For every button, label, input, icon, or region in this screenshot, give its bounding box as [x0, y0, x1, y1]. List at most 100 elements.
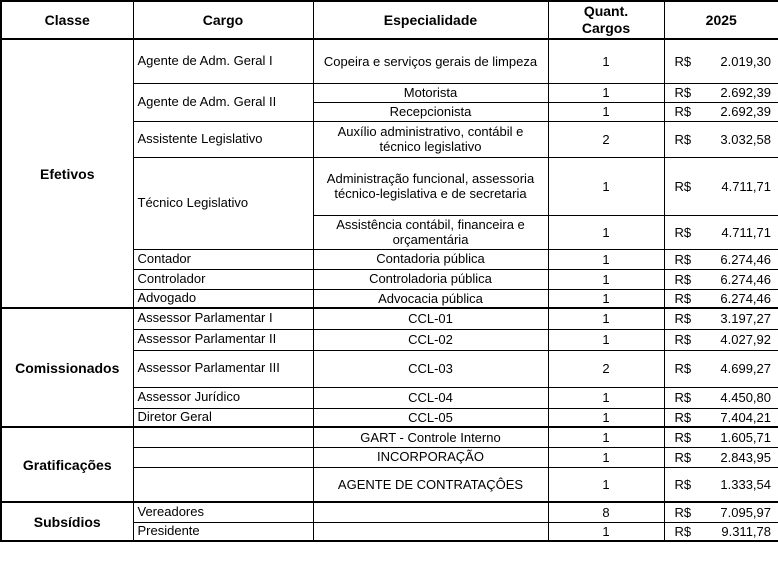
currency-value: 6.274,46 [720, 251, 771, 267]
cell-valor: R$ 3.032,58 [663, 120, 778, 158]
currency-symbol: R$ [674, 390, 692, 405]
cell-especialidade: Assistência contábil, financeira e orçam… [312, 214, 549, 250]
currency-value: 6.274,46 [720, 290, 771, 306]
currency-symbol: R$ [674, 449, 692, 465]
cell-especialidade: Advocacia pública [312, 288, 549, 309]
cell-classe-comissionados: Comissionados [0, 307, 134, 428]
currency-symbol: R$ [674, 178, 692, 194]
currency-symbol: R$ [674, 332, 692, 347]
currency-value: 7.404,21 [720, 409, 771, 425]
cell-quant: 1 [547, 82, 665, 103]
cell-valor: R$ 3.197,27 [663, 307, 778, 330]
table-row: Contador Contadoria pública 1 R$ 6.274,46 [1, 248, 778, 270]
currency-value: 7.095,97 [720, 504, 771, 520]
currency-value: 2.692,39 [720, 85, 771, 100]
header-cargo: Cargo [132, 0, 314, 40]
cell-quant: 1 [547, 156, 665, 216]
cell-classe-subsidios: Subsídios [0, 501, 134, 542]
cell-cargo: Assessor Jurídico [132, 386, 314, 409]
cell-especialidade [312, 501, 549, 523]
table-row: INCORPORAÇÃO 1 R$ 2.843,95 [1, 446, 778, 468]
currency-symbol: R$ [674, 290, 692, 306]
cell-valor: R$ 6.274,46 [663, 248, 778, 270]
cell-valor: R$ 4.711,71 [663, 156, 778, 216]
header-classe: Classe [0, 0, 134, 40]
header-especialidade: Especialidade [312, 0, 549, 40]
cell-cargo: Advogado [132, 288, 314, 309]
table-row: Subsídios Vereadores 8 R$ 7.095,97 [0, 501, 778, 542]
currency-symbol: R$ [674, 131, 692, 147]
cell-valor: R$ 2.692,39 [663, 82, 778, 103]
cell-quant: 8 [547, 501, 665, 523]
currency-symbol: R$ [674, 523, 692, 539]
cell-especialidade: Controladoria pública [312, 268, 549, 290]
salary-table: Classe Cargo Especialidade Quant. Cargos… [0, 0, 778, 542]
cell-quant: 2 [547, 120, 665, 158]
currency-value: 4.450,80 [720, 390, 771, 405]
cell-cargo: Agente de Adm. Geral I [132, 38, 314, 84]
currency-symbol: R$ [674, 85, 692, 100]
cell-especialidade: AGENTE DE CONTRATAÇÔES [312, 466, 549, 503]
cell-especialidade: CCL-01 [312, 307, 549, 330]
currency-symbol: R$ [674, 53, 692, 69]
cell-quant: 1 [547, 446, 665, 468]
table-row: Efetivos Agente de Adm. Geral I Copeira … [0, 38, 778, 309]
currency-value: 6.274,46 [720, 271, 771, 287]
cell-especialidade: Motorista [312, 82, 549, 103]
cell-valor: R$ 9.311,78 [663, 521, 778, 542]
cell-cargo: Agente de Adm. Geral II [132, 82, 314, 122]
cell-especialidade: GART - Controle Interno [312, 426, 549, 448]
cell-especialidade: CCL-02 [312, 328, 549, 351]
cell-cargo [132, 466, 314, 503]
cell-quant: 1 [547, 288, 665, 309]
table-row: Técnico Legislativo Administração funcio… [1, 156, 778, 250]
cell-valor: R$ 4.699,27 [663, 349, 778, 388]
cell-quant: 1 [547, 386, 665, 409]
currency-value: 2.019,30 [720, 53, 771, 69]
currency-value: 3.032,58 [720, 131, 771, 147]
cell-cargo: Presidente [132, 521, 314, 542]
cell-valor: R$ 7.404,21 [663, 407, 778, 428]
currency-symbol: R$ [674, 429, 692, 445]
table-row: Agente de Adm. Geral II Motorista 1 R$ 2.… [1, 82, 778, 122]
header-quant-cargos-label: Quant. Cargos [581, 3, 631, 36]
currency-value: 4.699,27 [720, 361, 771, 376]
cell-quant: 1 [547, 101, 665, 122]
currency-symbol: R$ [674, 311, 692, 327]
cell-quant: 1 [547, 307, 665, 330]
cell-cargo [132, 426, 314, 448]
currency-value: 3.197,27 [720, 311, 771, 327]
cell-classe-gratificacoes: Gratificações [0, 426, 134, 503]
table-row: Assessor Parlamentar II CCL-02 1 R$ 4.027… [1, 328, 778, 351]
cell-quant: 1 [547, 38, 665, 84]
cell-quant: 2 [547, 349, 665, 388]
currency-value: 2.843,95 [720, 449, 771, 465]
table-row: Comissionados Assessor Parlamentar I CCL… [0, 307, 778, 428]
cell-valor: R$ 1.333,54 [663, 466, 778, 503]
table-row: Assistência contábil, financeira e orçam… [1, 214, 778, 250]
currency-value: 4.711,71 [721, 178, 771, 194]
cell-especialidade [312, 521, 549, 542]
currency-value: 4.027,92 [720, 332, 771, 347]
cell-especialidade: Recepcionista [312, 101, 549, 122]
cell-especialidade: Auxílio administrativo, contábil e técni… [312, 120, 549, 158]
currency-symbol: R$ [674, 271, 692, 287]
cell-valor: R$ 2.692,39 [663, 101, 778, 122]
cell-especialidade: INCORPORAÇÃO [312, 446, 549, 468]
cell-classe-efetivos: Efetivos [0, 38, 134, 309]
cell-valor: R$ 2.843,95 [663, 446, 778, 468]
cell-cargo: Assessor Parlamentar III [132, 349, 314, 388]
currency-value: 2.692,39 [720, 104, 771, 119]
cell-quant: 1 [547, 248, 665, 270]
currency-symbol: R$ [674, 504, 692, 520]
currency-symbol: R$ [674, 104, 692, 119]
cell-quant: 1 [547, 426, 665, 448]
cell-valor: R$ 4.450,80 [663, 386, 778, 409]
cell-cargo: Técnico Legislativo [132, 156, 314, 250]
header-row: Classe Cargo Especialidade Quant. Cargos… [0, 0, 778, 40]
cell-especialidade: CCL-03 [312, 349, 549, 388]
cell-valor: R$ 4.027,92 [663, 328, 778, 351]
currency-symbol: R$ [674, 251, 692, 267]
currency-value: 1.605,71 [720, 429, 771, 445]
cell-cargo: Assessor Parlamentar I [132, 307, 314, 330]
